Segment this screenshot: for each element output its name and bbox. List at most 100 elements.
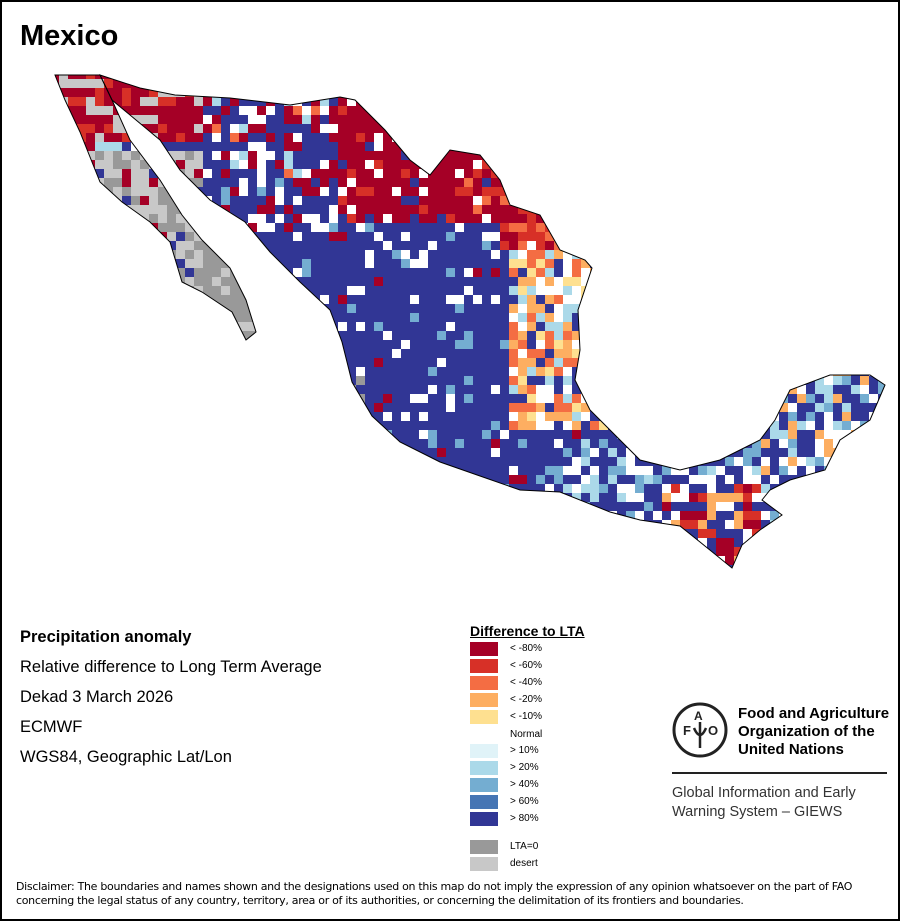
raster-cell xyxy=(374,502,383,511)
raster-cell xyxy=(860,412,869,421)
raster-cell xyxy=(221,250,230,259)
raster-cell xyxy=(338,295,347,304)
raster-cell xyxy=(113,88,122,97)
raster-cell xyxy=(554,196,563,205)
raster-cell xyxy=(194,502,203,511)
raster-cell xyxy=(608,484,617,493)
raster-cell xyxy=(212,124,221,133)
raster-cell xyxy=(212,493,221,502)
raster-cell xyxy=(662,97,671,106)
raster-cell xyxy=(527,268,536,277)
raster-cell xyxy=(653,295,662,304)
raster-cell xyxy=(509,169,518,178)
raster-cell xyxy=(59,340,68,349)
raster-cell xyxy=(239,214,248,223)
raster-cell xyxy=(113,439,122,448)
raster-cell xyxy=(752,277,761,286)
raster-cell xyxy=(761,187,770,196)
raster-cell xyxy=(734,268,743,277)
raster-cell xyxy=(797,313,806,322)
raster-cell xyxy=(527,241,536,250)
raster-cell xyxy=(302,466,311,475)
raster-cell xyxy=(788,223,797,232)
raster-cell xyxy=(455,403,464,412)
raster-cell xyxy=(815,124,824,133)
raster-cell xyxy=(176,295,185,304)
raster-cell xyxy=(158,97,167,106)
raster-cell xyxy=(320,484,329,493)
raster-cell xyxy=(194,277,203,286)
raster-cell xyxy=(689,448,698,457)
raster-cell xyxy=(563,178,572,187)
raster-cell xyxy=(302,160,311,169)
raster-cell xyxy=(86,295,95,304)
raster-cell xyxy=(248,160,257,169)
raster-cell xyxy=(95,511,104,520)
raster-cell xyxy=(275,97,284,106)
raster-cell xyxy=(662,349,671,358)
raster-cell xyxy=(68,502,77,511)
raster-cell xyxy=(338,394,347,403)
raster-cell xyxy=(95,313,104,322)
raster-cell xyxy=(500,430,509,439)
raster-cell xyxy=(455,106,464,115)
raster-cell xyxy=(788,466,797,475)
raster-cell xyxy=(563,79,572,88)
raster-cell xyxy=(671,97,680,106)
raster-cell xyxy=(788,133,797,142)
raster-cell xyxy=(122,241,131,250)
raster-cell xyxy=(761,466,770,475)
raster-cell xyxy=(878,304,885,313)
raster-cell xyxy=(122,115,131,124)
raster-cell xyxy=(878,313,885,322)
raster-cell xyxy=(464,466,473,475)
raster-cell xyxy=(239,250,248,259)
raster-cell xyxy=(554,223,563,232)
raster-cell xyxy=(788,124,797,133)
raster-cell xyxy=(203,538,212,547)
raster-cell xyxy=(662,205,671,214)
raster-cell xyxy=(392,295,401,304)
raster-cell xyxy=(248,322,257,331)
raster-cell xyxy=(401,448,410,457)
raster-cell xyxy=(464,169,473,178)
raster-cell xyxy=(644,223,653,232)
raster-cell xyxy=(131,304,140,313)
raster-cell xyxy=(266,439,275,448)
raster-cell xyxy=(554,322,563,331)
raster-cell xyxy=(824,313,833,322)
raster-cell xyxy=(626,511,635,520)
raster-cell xyxy=(815,241,824,250)
raster-cell xyxy=(113,115,122,124)
raster-cell xyxy=(797,376,806,385)
raster-cell xyxy=(473,529,482,538)
raster-cell xyxy=(55,151,59,160)
raster-cell xyxy=(725,277,734,286)
raster-cell xyxy=(491,385,500,394)
raster-cell xyxy=(761,178,770,187)
raster-cell xyxy=(428,124,437,133)
raster-cell xyxy=(626,295,635,304)
raster-cell xyxy=(338,124,347,133)
raster-cell xyxy=(356,466,365,475)
raster-cell xyxy=(320,75,329,79)
raster-cell xyxy=(302,232,311,241)
raster-cell xyxy=(365,448,374,457)
raster-cell xyxy=(725,385,734,394)
raster-cell xyxy=(554,484,563,493)
raster-cell xyxy=(55,331,59,340)
raster-cell xyxy=(860,493,869,502)
raster-cell xyxy=(203,160,212,169)
raster-cell xyxy=(626,196,635,205)
raster-cell xyxy=(833,484,842,493)
raster-cell xyxy=(644,295,653,304)
raster-cell xyxy=(113,241,122,250)
raster-cell xyxy=(401,160,410,169)
raster-cell xyxy=(527,214,536,223)
raster-cell xyxy=(86,430,95,439)
raster-cell xyxy=(770,97,779,106)
raster-cell xyxy=(212,511,221,520)
raster-cell xyxy=(221,376,230,385)
raster-cell xyxy=(212,331,221,340)
raster-cell xyxy=(608,106,617,115)
